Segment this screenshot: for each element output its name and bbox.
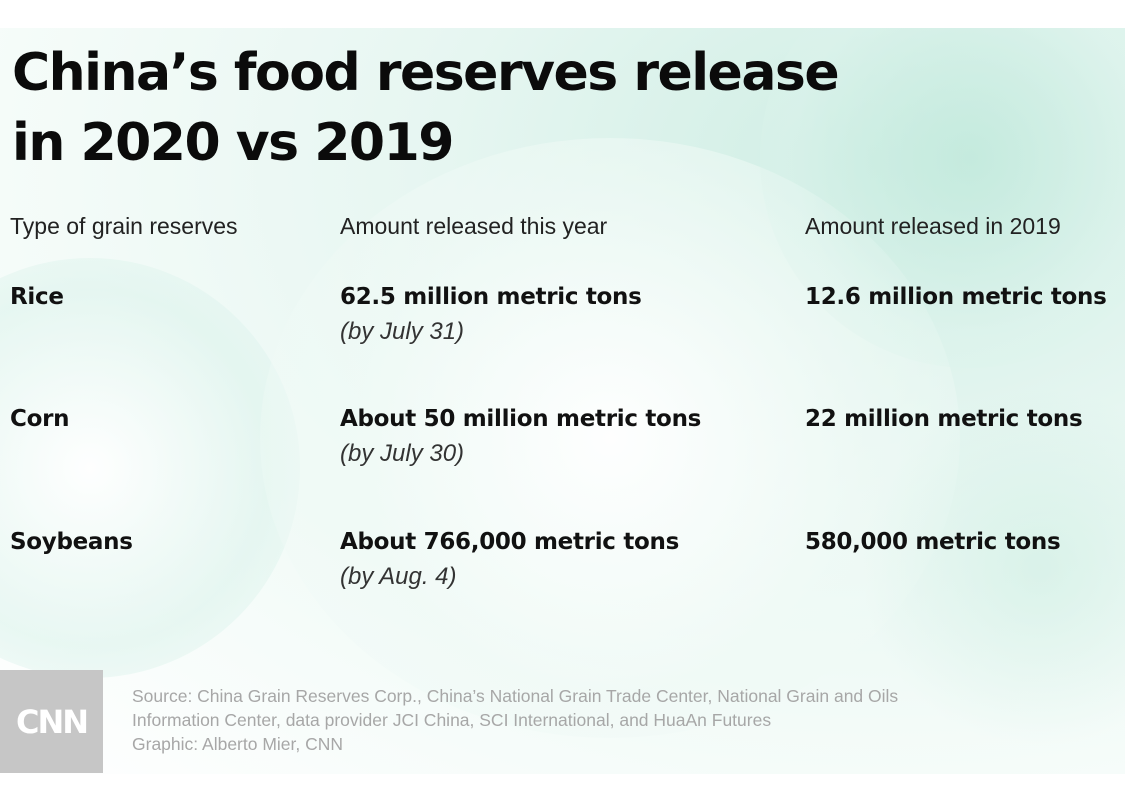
column-header-this-year: Amount released this year <box>340 213 608 239</box>
row-soybeans-this-year: About 766,000 metric tons (by Aug. 4) <box>340 529 679 591</box>
source-credits: Source: China Grain Reserves Corp., Chin… <box>132 684 1102 756</box>
source-line: Information Center, data provider JCI Ch… <box>132 710 772 730</box>
row-soybeans-grain: Soybeans <box>10 529 133 555</box>
cnn-logo-text: CNN <box>15 702 89 741</box>
column-header-grain-type: Type of grain reserves <box>10 213 238 239</box>
row-rice-this-year: 62.5 million metric tons (by July 31) <box>340 284 642 346</box>
row-rice-grain: Rice <box>10 284 64 310</box>
column-header-2019: Amount released in 2019 <box>805 213 1061 239</box>
row-corn-this-year: About 50 million metric tons (by July 30… <box>340 406 701 468</box>
row-corn-this-year-note: (by July 30) <box>340 440 465 467</box>
row-soybeans-2019-value: 580,000 metric tons <box>805 529 1061 555</box>
row-rice-this-year-note: (by July 31) <box>340 318 465 345</box>
row-rice-2019-value: 12.6 million metric tons <box>805 284 1107 310</box>
row-soybeans-this-year-value: About 766,000 metric tons <box>340 529 679 555</box>
row-soybeans-this-year-note: (by Aug. 4) <box>340 563 457 590</box>
row-corn-2019-value: 22 million metric tons <box>805 406 1083 432</box>
cnn-logo: CNN <box>0 670 103 773</box>
row-corn-grain: Corn <box>10 406 70 432</box>
graphic-credit-line: Graphic: Alberto Mier, CNN <box>132 734 344 754</box>
source-line: Source: China Grain Reserves Corp., Chin… <box>132 686 899 706</box>
chart-title: China’s food reserves release in 2020 vs… <box>12 38 840 178</box>
row-rice-this-year-value: 62.5 million metric tons <box>340 284 642 310</box>
infographic-card: China’s food reserves release in 2020 vs… <box>0 28 1125 774</box>
background-sack-shape <box>0 258 300 678</box>
title-line-1: China’s food reserves release <box>12 43 840 103</box>
row-corn-this-year-value: About 50 million metric tons <box>340 406 702 432</box>
title-line-2: in 2020 vs 2019 <box>12 113 454 173</box>
